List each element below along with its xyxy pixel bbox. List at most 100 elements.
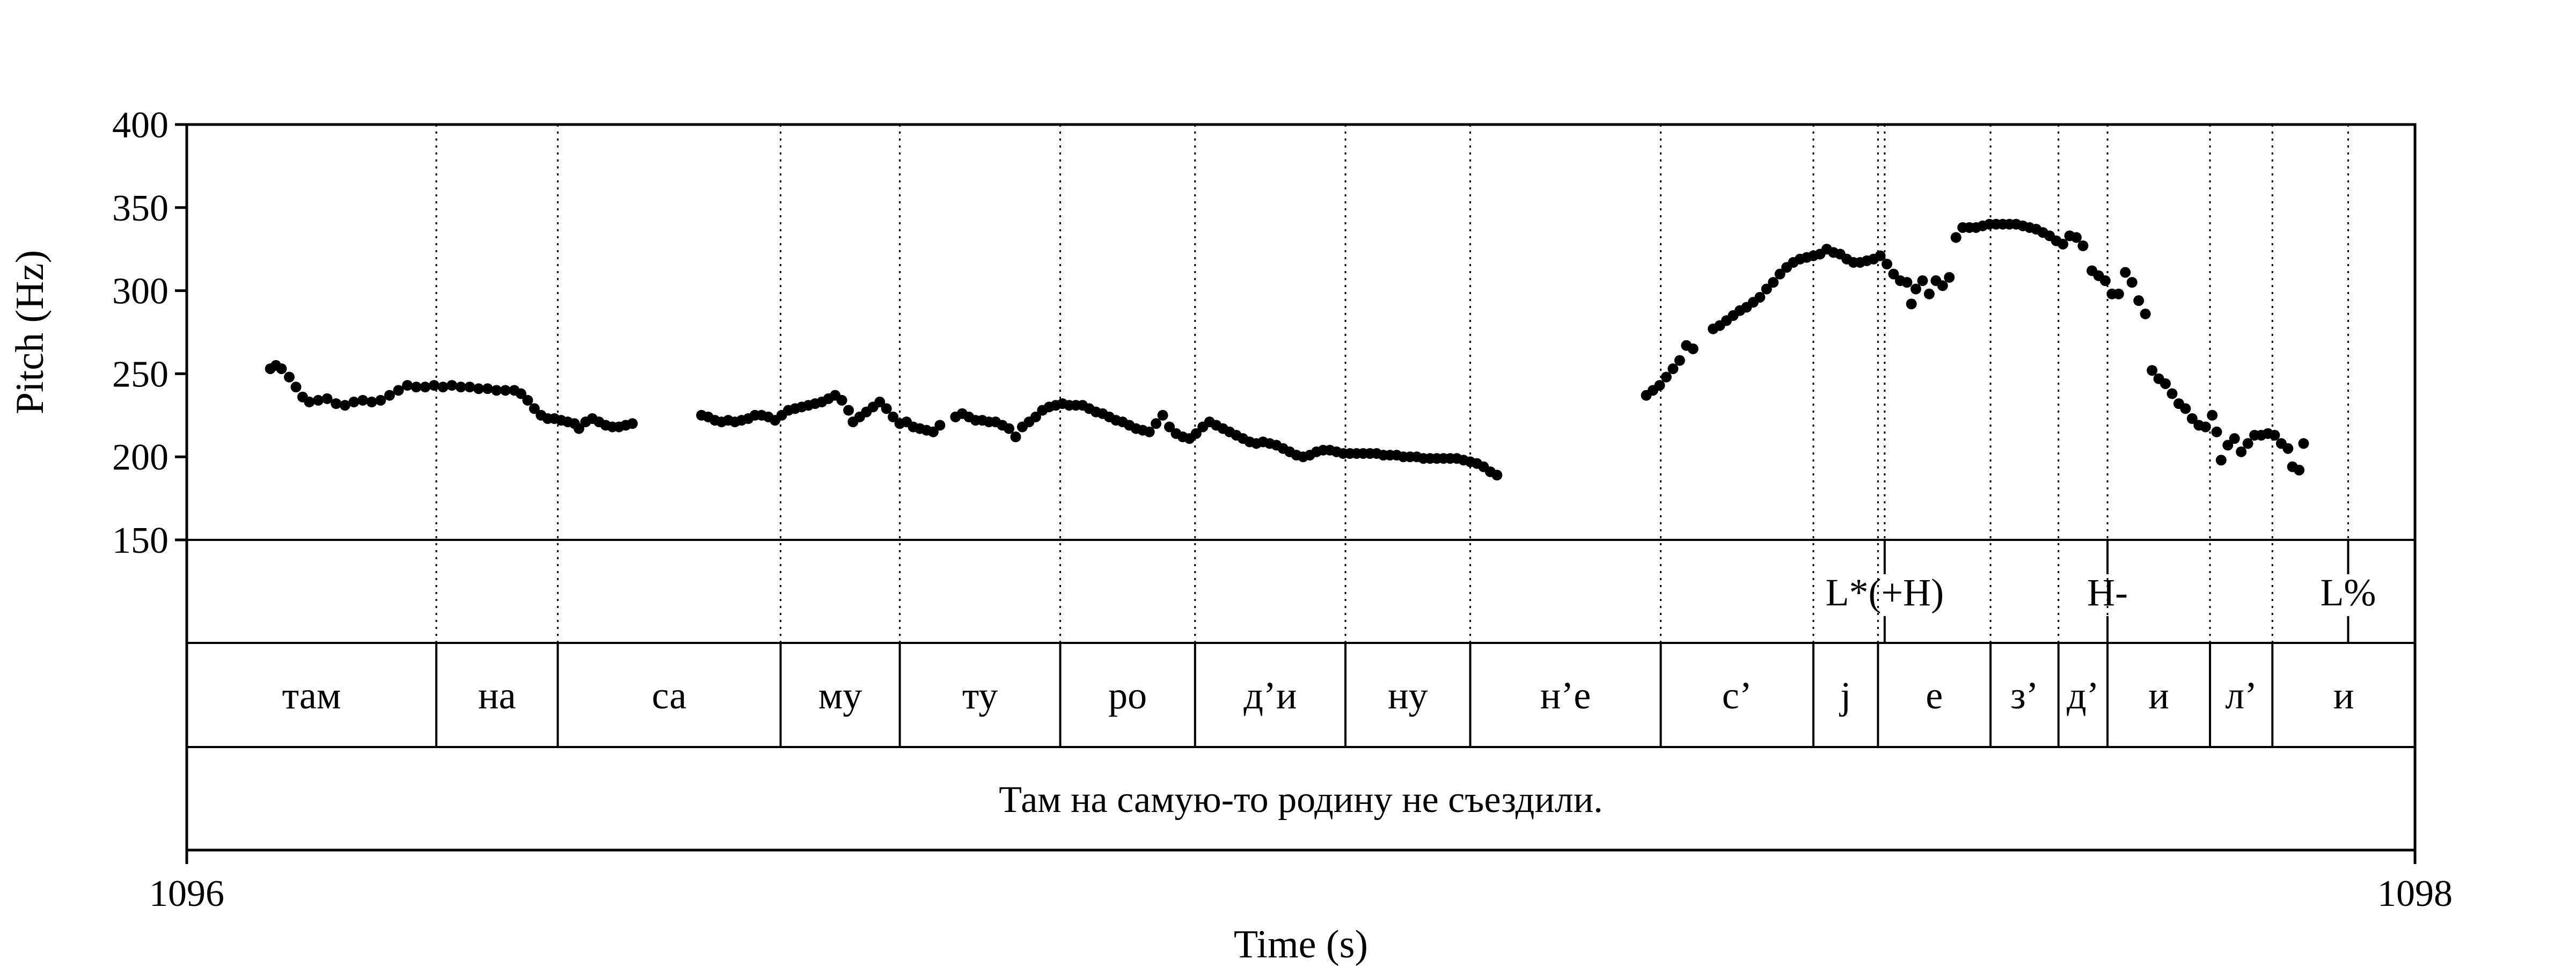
pitch-point-117 (1164, 421, 1175, 433)
pitch-point-228 (2057, 238, 2068, 250)
pitch-point-39 (573, 423, 584, 434)
syllable-label-16: и (2333, 674, 2354, 717)
syllable-label-2: са (652, 674, 687, 717)
pitch-point-4 (290, 382, 302, 393)
pitch-point-241 (2147, 365, 2158, 376)
pitch-point-94 (1010, 431, 1021, 443)
pitch-point-25 (473, 383, 484, 394)
pitch-point-200 (1875, 250, 1886, 261)
y-tick-label-350: 350 (112, 188, 169, 229)
pitch-point-12 (357, 394, 369, 406)
pitch-point-204 (1901, 277, 1913, 288)
pitch-point-252 (2215, 455, 2227, 466)
pitch-point-246 (2180, 403, 2191, 414)
pitch-point-22 (447, 380, 458, 391)
pitch-point-19 (420, 382, 431, 393)
syllable-label-1: на (478, 674, 516, 717)
pitch-point-8 (321, 393, 333, 404)
pitch-point-210 (1937, 280, 1948, 291)
tone-label-2: L% (2320, 571, 2376, 614)
pitch-point-170 (1660, 371, 1672, 383)
pitch-point-75 (874, 397, 885, 408)
syllable-label-0: там (282, 674, 341, 717)
pitch-point-9 (331, 398, 342, 409)
pitch-point-30 (515, 388, 526, 399)
pitch-point-239 (2133, 295, 2145, 306)
pitch-point-250 (2207, 409, 2218, 421)
syllable-tier: там на са му ту ро д’и ну н’е с’ j е з’ д’ и л’ и (282, 674, 2354, 717)
pitch-point-234 (2099, 275, 2111, 287)
sentence-label: Там на самую-то родину не съездили. (999, 779, 1603, 821)
pitch-point-18 (411, 382, 422, 393)
pitch-point-69 (836, 394, 847, 406)
x-axis-title: Time (s) (1234, 923, 1368, 966)
pitch-point-115 (1151, 418, 1162, 429)
y-tick-label-150: 150 (112, 520, 169, 561)
syllable-label-14: и (2148, 674, 2169, 717)
tone-tier: L*(+H) H- L% (1826, 540, 2376, 643)
pitch-point-211 (1944, 272, 1955, 283)
y-tick-label-300: 300 (112, 271, 169, 312)
pitch-point-184 (1768, 277, 1779, 288)
pitch-point-169 (1654, 380, 1665, 391)
pitch-point-114 (1144, 426, 1155, 437)
plot-frame (185, 123, 2417, 852)
pitch-point-17 (402, 380, 413, 391)
y-tick-label-200: 200 (112, 437, 169, 478)
syllable-label-8: н’е (1540, 674, 1591, 717)
pitch-point-206 (1910, 283, 1921, 295)
pitch-point-20 (428, 380, 440, 391)
pitch-point-28 (500, 385, 511, 396)
pitch-point-31 (522, 394, 533, 406)
pitch-points (265, 218, 2309, 481)
pitch-point-32 (529, 403, 540, 414)
pitch-point-172 (1674, 355, 1685, 366)
pitch-point-11 (348, 397, 360, 408)
syllable-label-3: му (818, 674, 862, 717)
syllable-label-7: ну (1388, 674, 1428, 717)
pitch-point-84 (934, 420, 946, 431)
pitch-point-27 (491, 385, 502, 396)
y-tick-label-250: 250 (112, 354, 169, 395)
pitch-point-76 (881, 403, 892, 414)
pitch-point-15 (384, 390, 395, 401)
pitch-point-47 (627, 418, 638, 429)
pitch-point-2 (276, 363, 287, 375)
pitch-point-202 (1888, 268, 1899, 280)
pitch-point-251 (2211, 426, 2222, 437)
pitch-point-14 (375, 394, 386, 406)
pitch-point-121 (1190, 428, 1202, 439)
pitch-point-256 (2242, 438, 2253, 449)
syllable-label-13: д’ (2067, 674, 2099, 717)
pitch-point-93 (1004, 423, 1015, 434)
pitch-point-77 (888, 411, 899, 422)
pitch-point-236 (2113, 288, 2124, 299)
pitch-point-207 (1917, 275, 1928, 287)
x-tick-label-start: 1096 (149, 873, 224, 914)
pitch-point-208 (1923, 288, 1935, 299)
tone-label-0: L*(+H) (1826, 571, 1944, 614)
tone-label-1: H- (2087, 571, 2128, 614)
pitch-point-6 (304, 397, 315, 408)
y-axis: 150 200 250 300 350 400 (112, 105, 187, 561)
pitch-point-255 (2236, 446, 2247, 457)
y-axis-title: Pitch (Hz) (8, 250, 52, 414)
syllable-label-10: j (1839, 674, 1851, 717)
syllable-label-11: е (1926, 674, 1943, 717)
pitch-point-183 (1761, 283, 1772, 295)
pitch-point-264 (2294, 464, 2305, 475)
pitch-point-26 (482, 383, 493, 394)
pitch-point-174 (1687, 343, 1699, 354)
pitch-point-247 (2186, 413, 2198, 424)
pitch-point-249 (2200, 421, 2211, 433)
x-tick-label-end: 1098 (2377, 873, 2453, 914)
pitch-point-265 (2298, 438, 2309, 449)
pitch-point-230 (2070, 232, 2082, 243)
pitch-point-262 (2282, 443, 2294, 454)
pitch-point-254 (2229, 433, 2240, 444)
pitch-point-231 (2077, 240, 2089, 252)
syllable-label-12: з’ (2010, 674, 2038, 717)
pitch-point-240 (2140, 308, 2151, 319)
